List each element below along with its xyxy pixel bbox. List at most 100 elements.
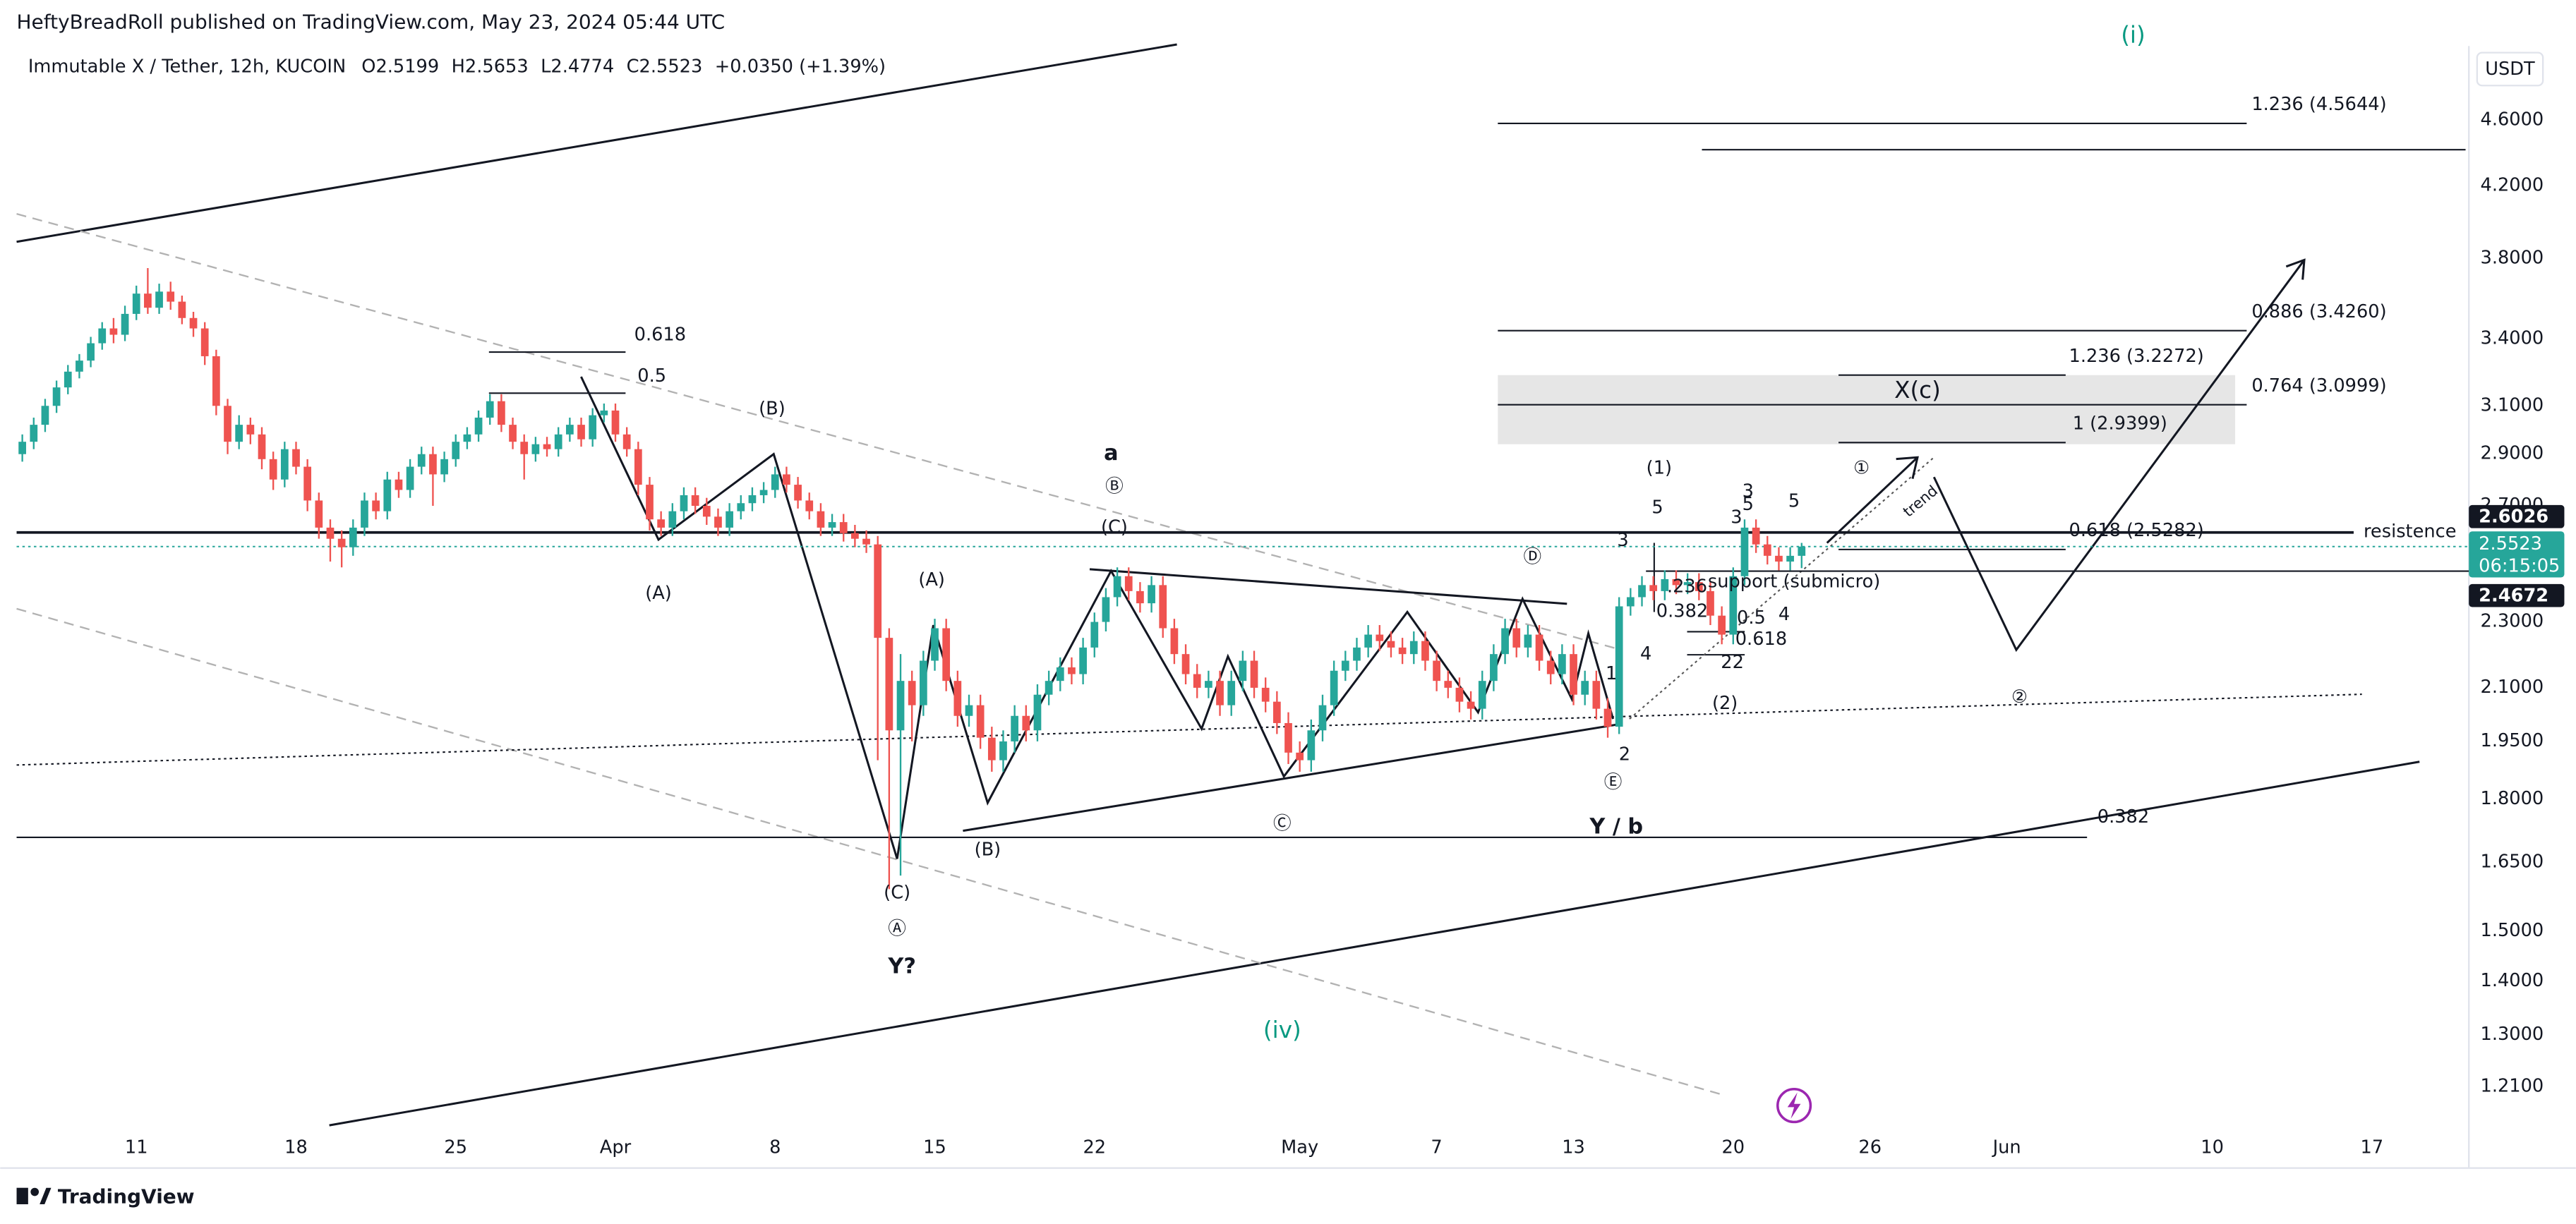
currency[interactable]: USDT — [2485, 59, 2535, 80]
price-box — [2469, 531, 2565, 578]
annotation: ② — [2011, 686, 2028, 708]
ohlc-key: C — [627, 56, 639, 78]
annotation: a — [1104, 441, 1118, 466]
triangle-upper — [1089, 568, 1567, 605]
resistance-label: resistence — [2364, 521, 2457, 543]
y-tick-label: 1.9500 — [2481, 730, 2544, 751]
annotation: 5 — [1651, 497, 1663, 519]
candle-body — [691, 495, 699, 507]
candle-body — [896, 681, 905, 731]
candle-body — [589, 415, 597, 440]
candle-body — [828, 522, 836, 528]
candle-body — [1775, 555, 1783, 562]
annotation: 1.236 (3.2272) — [2069, 346, 2203, 367]
y-tick-label: 2.3000 — [2481, 611, 2544, 632]
candle-body — [235, 425, 243, 442]
triangle-lower — [963, 722, 1622, 832]
candle-body — [1090, 622, 1099, 648]
candle-body — [794, 485, 802, 501]
annotation: Ⓒ — [1273, 813, 1292, 834]
channel-lower — [329, 761, 2420, 1127]
candle-body — [622, 434, 631, 449]
channel-upper — [16, 43, 1177, 243]
candle-body — [817, 511, 825, 528]
annotation: Ⓓ — [1523, 547, 1541, 568]
brand-name: TradingView — [58, 1185, 195, 1208]
candle-body — [1444, 681, 1452, 688]
candle-body — [1490, 654, 1498, 681]
candle-body — [463, 434, 471, 442]
annotation: (A) — [645, 583, 672, 604]
y-tick-label: 1.6500 — [2481, 851, 2544, 872]
annotation: 4 — [1640, 643, 1651, 665]
brand: TradingView — [16, 1185, 195, 1208]
annotation: (C) — [1101, 517, 1128, 538]
x-tick-label: 25 — [444, 1137, 467, 1158]
candle-body — [1478, 681, 1486, 709]
y-tick-label: 4.2000 — [2481, 175, 2544, 196]
currency-box[interactable] — [2476, 51, 2544, 87]
candle-body — [1683, 582, 1692, 586]
logo-mark — [30, 1187, 40, 1196]
candle-body — [531, 444, 540, 454]
candle-body — [167, 291, 175, 302]
y-tick-label: 3.1000 — [2481, 394, 2544, 416]
candle-body — [246, 425, 255, 435]
candle-body — [1068, 667, 1076, 674]
y-tick-label: 2.1000 — [2481, 677, 2544, 698]
candle-body — [1136, 590, 1144, 604]
annotation: (iv) — [1263, 1017, 1301, 1043]
candle-body — [280, 449, 289, 480]
candle-body — [1181, 654, 1190, 674]
candle-body — [1033, 694, 1042, 731]
candle-body — [1570, 654, 1577, 695]
annotation: 2 — [1619, 744, 1630, 765]
logo-mark — [40, 1187, 52, 1205]
candle-body — [1376, 634, 1384, 641]
annotation: 1.236 (4.5644) — [2251, 94, 2386, 115]
arrow-head — [2285, 258, 2306, 280]
x-tick-label: 10 — [2201, 1137, 2224, 1158]
candle-body — [953, 681, 962, 716]
candle-body — [1638, 585, 1646, 598]
candle-body — [1261, 687, 1270, 702]
candle-body — [1740, 527, 1749, 576]
candle-body — [395, 479, 403, 490]
annotation: 5 — [1788, 490, 1800, 511]
drawings — [16, 43, 2466, 1127]
candle-body — [759, 490, 768, 495]
candle-body — [1353, 647, 1361, 661]
annotation: 2 — [1721, 652, 1732, 673]
candle-body — [1330, 670, 1338, 705]
annotation: Y? — [887, 955, 916, 979]
wave-count — [580, 376, 1615, 859]
candle-body — [1205, 681, 1212, 688]
candle-body — [600, 410, 608, 416]
x-tick-label: 20 — [1721, 1137, 1745, 1158]
candle-body — [18, 442, 26, 454]
candle-body — [200, 328, 209, 356]
y-tick-label: 1.8000 — [2481, 788, 2544, 809]
candle-body — [303, 466, 312, 501]
candle-body — [611, 410, 620, 435]
candle-body — [269, 459, 277, 480]
x-tick-label: 15 — [923, 1137, 946, 1158]
candle-body — [1546, 660, 1555, 674]
candle-body — [1524, 634, 1532, 648]
candle-body — [1113, 576, 1121, 598]
candle-body — [1455, 687, 1464, 702]
candle-body — [1398, 647, 1407, 655]
candle-body — [646, 485, 654, 520]
candle-body — [224, 406, 231, 442]
annotation: 3 — [1743, 480, 1754, 502]
candle-body — [452, 442, 460, 459]
candle-body — [87, 343, 95, 361]
annotation: (i) — [2121, 21, 2145, 48]
ohlc-value: 2.5199 — [375, 56, 439, 78]
annotation: 0.618 — [1735, 629, 1787, 650]
lightning-glyph — [1787, 1092, 1801, 1119]
candle-body — [1250, 660, 1258, 688]
